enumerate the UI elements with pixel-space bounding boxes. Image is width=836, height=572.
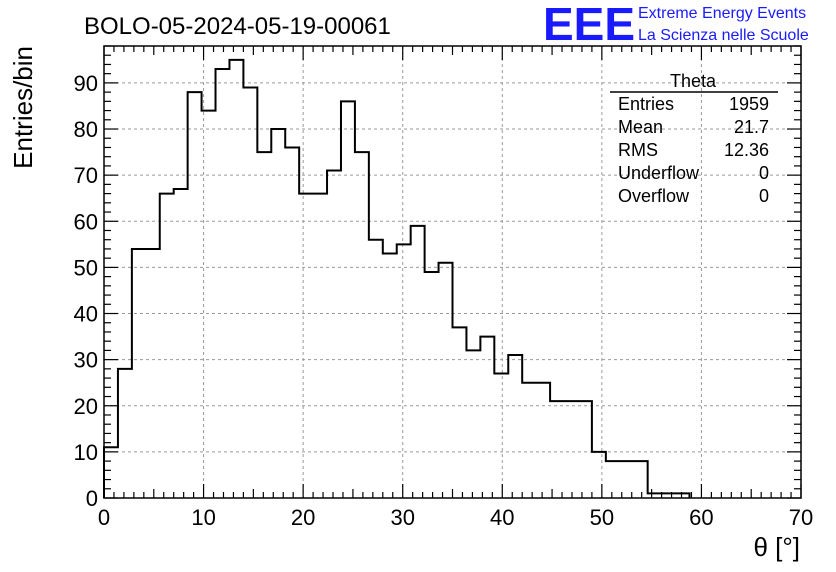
y-tick-label: 70 — [74, 163, 98, 188]
stats-label: Overflow — [618, 186, 690, 206]
histogram-series-line — [103, 58, 691, 498]
y-tick-label: 50 — [74, 255, 98, 280]
x-tick-label: 70 — [789, 505, 813, 530]
y-tick-label: 90 — [74, 71, 98, 96]
eee-logo: EEE Extreme Energy Events La Scienza nel… — [543, 0, 809, 50]
plot-frame — [103, 45, 802, 499]
logo-mark: EEE — [543, 0, 635, 50]
stats-label: Mean — [618, 117, 663, 137]
x-tick-label: 30 — [390, 505, 414, 530]
x-tick-label: 50 — [590, 505, 614, 530]
stats-box: Theta Entries 1959 Mean 21.7 RMS 12.36 Underfl… — [610, 71, 778, 206]
stats-title: Theta — [670, 71, 717, 91]
stats-label: Entries — [618, 94, 674, 114]
x-tick-label: 10 — [191, 505, 215, 530]
y-tick-label: 0 — [86, 486, 98, 511]
x-tick-label: 20 — [291, 505, 315, 530]
y-axis-title: Entries/bin — [8, 46, 38, 169]
y-tick-label: 80 — [74, 117, 98, 142]
y-tick-labels: 0 10 20 30 40 50 60 70 80 90 — [74, 71, 98, 511]
y-tick-label: 10 — [74, 440, 98, 465]
stats-value: 0 — [759, 163, 769, 183]
x-tick-label: 60 — [689, 505, 713, 530]
stats-value: 1959 — [729, 94, 769, 114]
x-tick-labels: 0 10 20 30 40 50 60 70 — [98, 505, 813, 530]
stats-value: 12.36 — [724, 140, 769, 160]
x-tick-label: 40 — [490, 505, 514, 530]
y-tick-label: 20 — [74, 394, 98, 419]
logo-line-2: La Scienza nelle Scuole — [638, 27, 809, 44]
stats-label: Underflow — [618, 163, 700, 183]
chart-title: BOLO-05-2024-05-19-00061 — [84, 13, 391, 40]
y-tick-label: 60 — [74, 209, 98, 234]
x-tick-label: 0 — [98, 505, 110, 530]
stats-value: 0 — [759, 186, 769, 206]
stats-label: RMS — [618, 140, 658, 160]
logo-line-1: Extreme Energy Events — [638, 5, 806, 22]
stats-rows: Entries 1959 Mean 21.7 RMS 12.36 Underflow 0 Ove… — [618, 94, 769, 206]
x-axis-title: θ [°] — [753, 532, 800, 562]
stats-value: 21.7 — [734, 117, 769, 137]
y-tick-label: 30 — [74, 348, 98, 373]
y-tick-label: 40 — [74, 302, 98, 327]
